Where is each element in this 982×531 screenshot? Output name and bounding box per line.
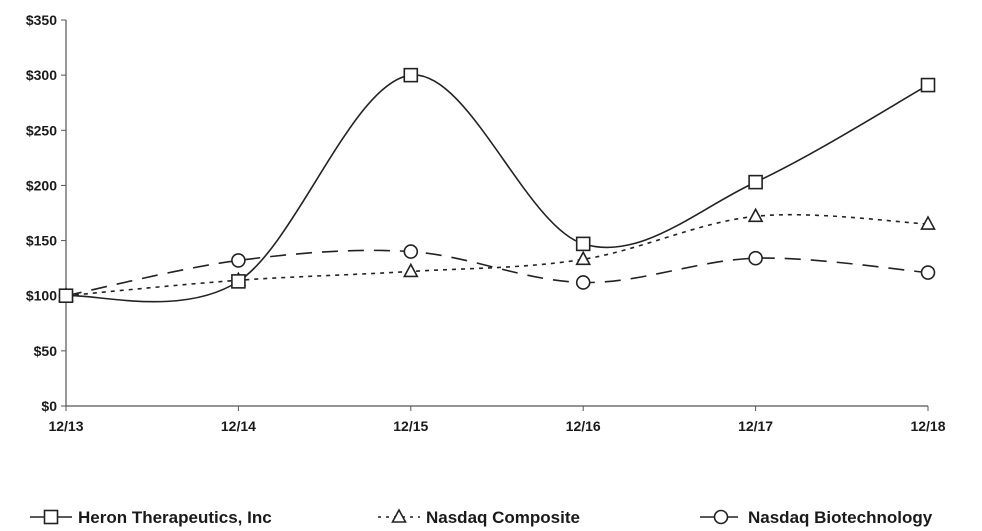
x-tick-label: 12/15 bbox=[393, 418, 428, 434]
y-tick-label: $0 bbox=[41, 398, 57, 414]
y-tick-label: $200 bbox=[26, 177, 57, 193]
series-group bbox=[58, 67, 936, 304]
data-point-square bbox=[748, 174, 763, 190]
x-axis-ticks: 12/13 12/14 12/15 12/16 12/17 12/18 bbox=[48, 406, 946, 434]
axes bbox=[65, 20, 928, 407]
y-axis-ticks: $0 $50 $100 $150 $200 $250 $300 $350 bbox=[26, 12, 66, 414]
x-tick-label: 12/14 bbox=[221, 418, 256, 434]
legend: Heron Therapeutics, Inc Nasdaq Composite N… bbox=[30, 508, 933, 527]
data-point-triangle bbox=[402, 262, 419, 278]
data-point-circle bbox=[575, 275, 591, 290]
data-point-circle bbox=[748, 250, 763, 266]
x-tick-label: 12/17 bbox=[738, 418, 773, 434]
legend-item: Nasdaq Composite bbox=[378, 508, 580, 527]
data-point-circle bbox=[403, 244, 419, 259]
legend-marker-triangle bbox=[391, 508, 407, 523]
y-tick-label: $150 bbox=[26, 233, 57, 249]
data-point-square bbox=[58, 288, 74, 304]
legend-label: Heron Therapeutics, Inc bbox=[78, 508, 272, 527]
x-tick-label: 12/13 bbox=[48, 418, 83, 434]
series-line-triangle bbox=[65, 213, 929, 297]
data-point-triangle bbox=[747, 207, 764, 223]
legend-marker-circle bbox=[713, 509, 729, 525]
data-point-square bbox=[231, 274, 246, 289]
legend-item: Nasdaq Biotechnology bbox=[700, 508, 933, 527]
y-tick-label: $350 bbox=[26, 12, 57, 28]
legend-label: Nasdaq Biotechnology bbox=[748, 508, 933, 527]
data-point-circle bbox=[920, 265, 936, 280]
data-point-square bbox=[403, 67, 419, 83]
data-point-triangle bbox=[575, 250, 592, 266]
y-tick-label: $50 bbox=[34, 343, 58, 359]
data-point-triangle bbox=[920, 215, 936, 230]
data-point-circle bbox=[231, 253, 246, 268]
legend-label: Nasdaq Composite bbox=[426, 508, 580, 527]
series-line-circle bbox=[65, 249, 929, 297]
x-tick-label: 12/16 bbox=[566, 418, 601, 434]
legend-item: Heron Therapeutics, Inc bbox=[30, 508, 272, 527]
x-tick-label: 12/18 bbox=[910, 418, 945, 434]
y-tick-label: $100 bbox=[26, 288, 57, 304]
y-tick-label: $300 bbox=[26, 67, 57, 83]
data-point-square bbox=[575, 236, 591, 252]
legend-marker-square bbox=[43, 509, 59, 525]
data-point-square bbox=[920, 77, 936, 93]
y-tick-label: $250 bbox=[26, 122, 57, 138]
